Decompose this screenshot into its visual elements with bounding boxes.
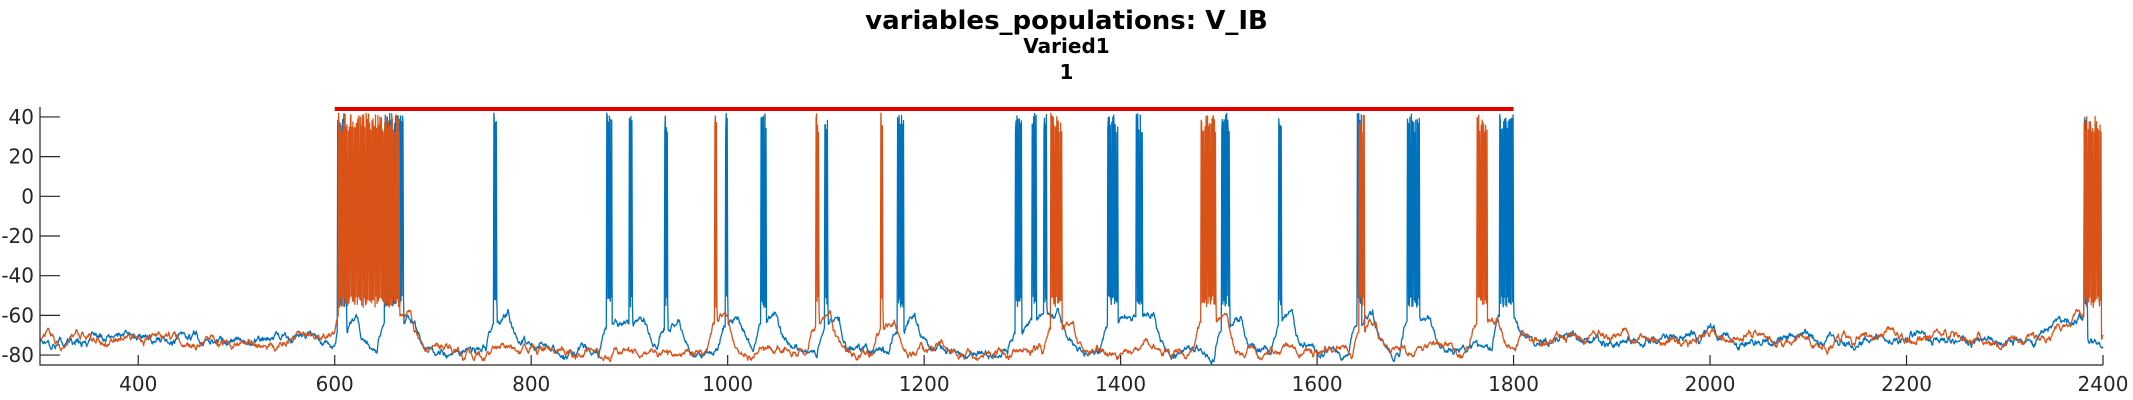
chart-title: variables_populations: V_IB xyxy=(865,6,1268,36)
x-axis-ticks: 400 600 800 1000 1200 1400 1600 1800 2000 2200 240… xyxy=(119,355,2128,396)
y-tick-label: -40 xyxy=(1,264,34,288)
y-tick-label: 40 xyxy=(9,105,34,129)
x-tick-label: 400 xyxy=(119,372,157,396)
x-tick-label: 2200 xyxy=(1881,372,1932,396)
panel-label: 1 xyxy=(1059,60,1074,84)
x-tick-label: 1600 xyxy=(1292,372,1343,396)
series-traces xyxy=(39,112,2104,365)
series-2-line xyxy=(39,112,2104,363)
x-tick-label: 2000 xyxy=(1685,372,1736,396)
x-tick-label: 2400 xyxy=(2078,372,2129,396)
chart-subtitle: Varied1 xyxy=(1023,34,1110,58)
y-tick-label: 0 xyxy=(21,184,34,208)
axis-lines xyxy=(39,107,2103,366)
y-tick-label: -80 xyxy=(1,343,34,367)
x-tick-label: 1800 xyxy=(1488,372,1539,396)
x-tick-label: 800 xyxy=(512,372,550,396)
x-tick-label: 1200 xyxy=(899,372,950,396)
y-tick-label: -60 xyxy=(1,303,34,327)
x-tick-label: 600 xyxy=(316,372,354,396)
axes xyxy=(39,107,2103,366)
y-tick-label: -20 xyxy=(1,224,34,248)
x-tick-label: 1400 xyxy=(1095,372,1146,396)
x-tick-label: 1000 xyxy=(702,372,753,396)
y-tick-label: 20 xyxy=(9,145,34,169)
series-1-line xyxy=(39,112,2104,365)
y-axis-ticks: -80 -60 -40 -20 0 20 40 xyxy=(1,105,60,367)
